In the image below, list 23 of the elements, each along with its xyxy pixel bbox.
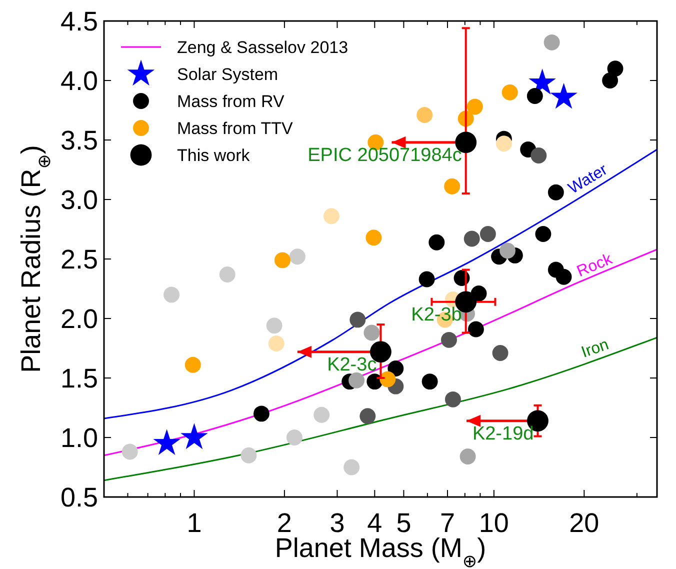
legend-label: Mass from RV xyxy=(177,92,286,111)
annotation: Water xyxy=(566,160,612,198)
annotation: Rock xyxy=(574,250,616,281)
y-tick-label: 1.0 xyxy=(60,422,98,453)
annotation: K2-3c xyxy=(327,354,377,376)
legend-label: This work xyxy=(177,146,250,165)
x-tick-label: 20 xyxy=(569,508,600,538)
annotation: EPIC 205071984c xyxy=(308,145,462,166)
legend-label: Solar System xyxy=(177,64,278,84)
annotation: Iron xyxy=(579,336,612,362)
annotation: K2-19d xyxy=(472,423,534,444)
y-tick-label: 0.5 xyxy=(60,482,98,512)
y-tick-label: 4.0 xyxy=(60,66,98,96)
x-tick-label: 1 xyxy=(186,508,202,538)
y-tick-label: 4.5 xyxy=(60,6,98,36)
legend-label: Mass from TTV xyxy=(177,118,294,138)
annotation: K2-3b xyxy=(411,304,462,326)
y-tick-label: 3.5 xyxy=(60,125,98,156)
y-tick-label: 2.5 xyxy=(60,244,98,274)
y-tick-label: 3.0 xyxy=(60,184,98,215)
y-tick-label: 2.0 xyxy=(60,304,98,334)
y-tick-label: 1.5 xyxy=(60,363,98,394)
legend-label: Zeng & Sasselov 2013 xyxy=(177,38,348,57)
